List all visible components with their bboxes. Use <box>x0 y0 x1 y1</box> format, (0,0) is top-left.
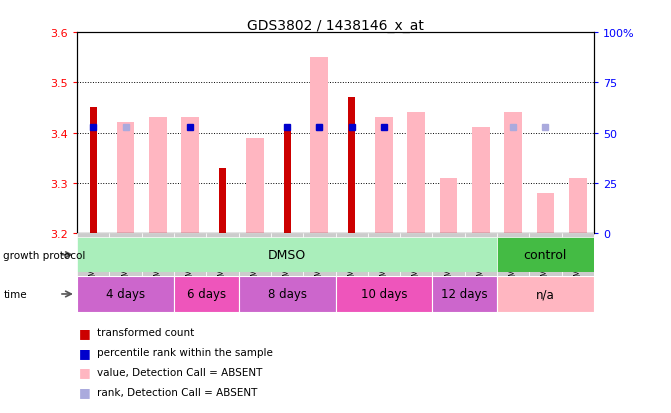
Text: GSM447355: GSM447355 <box>89 235 98 286</box>
Text: GSM447364: GSM447364 <box>379 235 389 286</box>
Bar <box>504 113 522 233</box>
Bar <box>117 123 134 233</box>
Text: GSM447354: GSM447354 <box>573 235 582 286</box>
Bar <box>472 128 490 233</box>
Bar <box>375 118 393 233</box>
Bar <box>239 277 336 312</box>
Bar <box>440 178 458 233</box>
Bar <box>400 233 432 306</box>
Text: GSM447365: GSM447365 <box>412 235 421 286</box>
Text: GSM447352: GSM447352 <box>509 235 517 286</box>
Bar <box>336 277 432 312</box>
Bar <box>562 233 594 306</box>
Text: value, Detection Call = ABSENT: value, Detection Call = ABSENT <box>97 367 262 377</box>
Bar <box>207 233 239 306</box>
Text: ■: ■ <box>79 346 91 359</box>
Bar <box>109 233 142 306</box>
Text: control: control <box>523 249 567 261</box>
Bar <box>529 233 562 306</box>
Bar <box>537 193 554 233</box>
Text: GSM447367: GSM447367 <box>476 235 485 286</box>
Bar <box>174 233 207 306</box>
Text: time: time <box>3 289 27 299</box>
Text: 8 days: 8 days <box>268 288 307 301</box>
Text: 4 days: 4 days <box>106 288 145 301</box>
Text: 6 days: 6 days <box>187 288 226 301</box>
Bar <box>149 118 167 233</box>
Text: GSM447361: GSM447361 <box>282 235 292 286</box>
Bar <box>497 233 529 306</box>
Bar <box>90 108 97 233</box>
Text: ■: ■ <box>79 366 91 379</box>
Text: percentile rank within the sample: percentile rank within the sample <box>97 347 273 357</box>
Text: n/a: n/a <box>536 288 555 301</box>
Bar <box>497 277 594 312</box>
Text: GSM447366: GSM447366 <box>444 235 453 286</box>
Bar <box>303 233 336 306</box>
Bar <box>174 277 239 312</box>
Text: GDS3802 / 1438146_x_at: GDS3802 / 1438146_x_at <box>247 19 424 33</box>
Bar <box>219 168 226 233</box>
Bar <box>336 233 368 306</box>
Bar <box>284 128 291 233</box>
Bar <box>246 138 264 233</box>
Text: DMSO: DMSO <box>268 249 306 261</box>
Bar <box>77 277 174 312</box>
Text: GSM447356: GSM447356 <box>121 235 130 286</box>
Text: ■: ■ <box>79 385 91 399</box>
Text: growth protocol: growth protocol <box>3 250 86 260</box>
Bar <box>77 233 109 306</box>
Bar <box>271 233 303 306</box>
Text: 12 days: 12 days <box>442 288 488 301</box>
Bar <box>142 233 174 306</box>
Bar <box>432 277 497 312</box>
Text: rank, Detection Call = ABSENT: rank, Detection Call = ABSENT <box>97 387 258 397</box>
Bar <box>432 233 465 306</box>
Text: ■: ■ <box>79 326 91 339</box>
Text: GSM447353: GSM447353 <box>541 235 550 286</box>
Bar <box>497 237 594 273</box>
Bar <box>569 178 586 233</box>
Text: transformed count: transformed count <box>97 328 195 337</box>
Bar <box>465 233 497 306</box>
Text: GSM447363: GSM447363 <box>347 235 356 286</box>
Text: 10 days: 10 days <box>361 288 407 301</box>
Text: GSM447360: GSM447360 <box>250 235 259 286</box>
Text: GSM447358: GSM447358 <box>186 235 195 286</box>
Bar <box>311 58 328 233</box>
Bar <box>77 237 497 273</box>
Bar <box>407 113 425 233</box>
Bar <box>239 233 271 306</box>
Bar <box>348 98 355 233</box>
Bar <box>368 233 400 306</box>
Bar <box>181 118 199 233</box>
Text: GSM447362: GSM447362 <box>315 235 324 286</box>
Text: GSM447359: GSM447359 <box>218 235 227 286</box>
Text: GSM447357: GSM447357 <box>154 235 162 286</box>
